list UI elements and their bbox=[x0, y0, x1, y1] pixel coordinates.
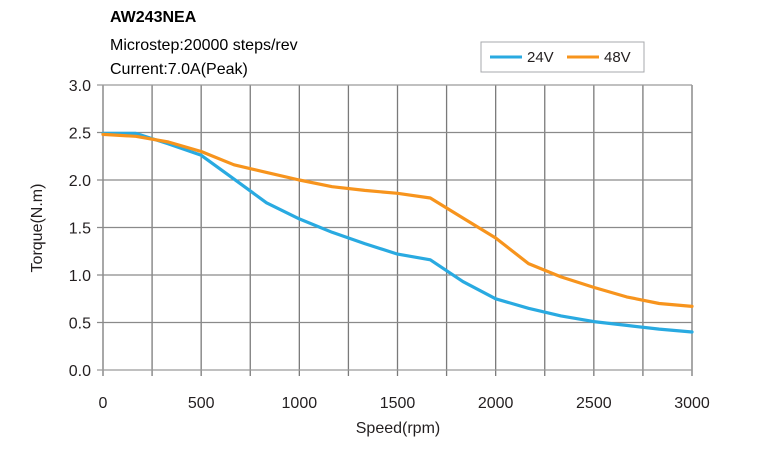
y-tick-label: 0.5 bbox=[69, 316, 91, 333]
x-axis-ticks: 0 500 1000 1500 2000 2500 3000 bbox=[99, 395, 710, 412]
series-lines bbox=[101, 131, 694, 334]
grid bbox=[97, 84, 693, 376]
x-tick-label: 0 bbox=[99, 395, 108, 412]
series-line-48v bbox=[101, 132, 694, 308]
x-tick-label: 500 bbox=[188, 395, 215, 412]
chart-subtitle-current: Current:7.0A(Peak) bbox=[110, 61, 248, 78]
chart-title: AW243NEA bbox=[110, 9, 197, 26]
y-tick-label: 2.0 bbox=[69, 173, 91, 190]
x-tick-label: 1000 bbox=[282, 395, 318, 412]
y-tick-label: 1.0 bbox=[69, 268, 91, 285]
chart-subtitle-microstep: Microstep:20000 steps/rev bbox=[110, 37, 298, 54]
y-axis-label: Torque(N.m) bbox=[29, 184, 46, 273]
legend: 24V 48V bbox=[480, 41, 645, 73]
y-tick-label: 0.0 bbox=[69, 363, 91, 380]
y-tick-label: 1.5 bbox=[69, 221, 91, 238]
x-tick-label: 1500 bbox=[380, 395, 416, 412]
x-tick-label: 3000 bbox=[674, 395, 710, 412]
y-tick-label: 3.0 bbox=[69, 78, 91, 95]
y-tick-label: 2.5 bbox=[69, 126, 91, 143]
x-axis-label: Speed(rpm) bbox=[356, 420, 440, 437]
series-line-24v bbox=[101, 131, 694, 334]
x-tick-label: 2000 bbox=[478, 395, 514, 412]
y-axis-ticks: 0.0 0.5 1.0 1.5 2.0 2.5 3.0 bbox=[69, 78, 91, 380]
x-tick-label: 2500 bbox=[576, 395, 612, 412]
legend-label-24v: 24V bbox=[527, 49, 554, 66]
legend-label-48v: 48V bbox=[604, 49, 631, 66]
